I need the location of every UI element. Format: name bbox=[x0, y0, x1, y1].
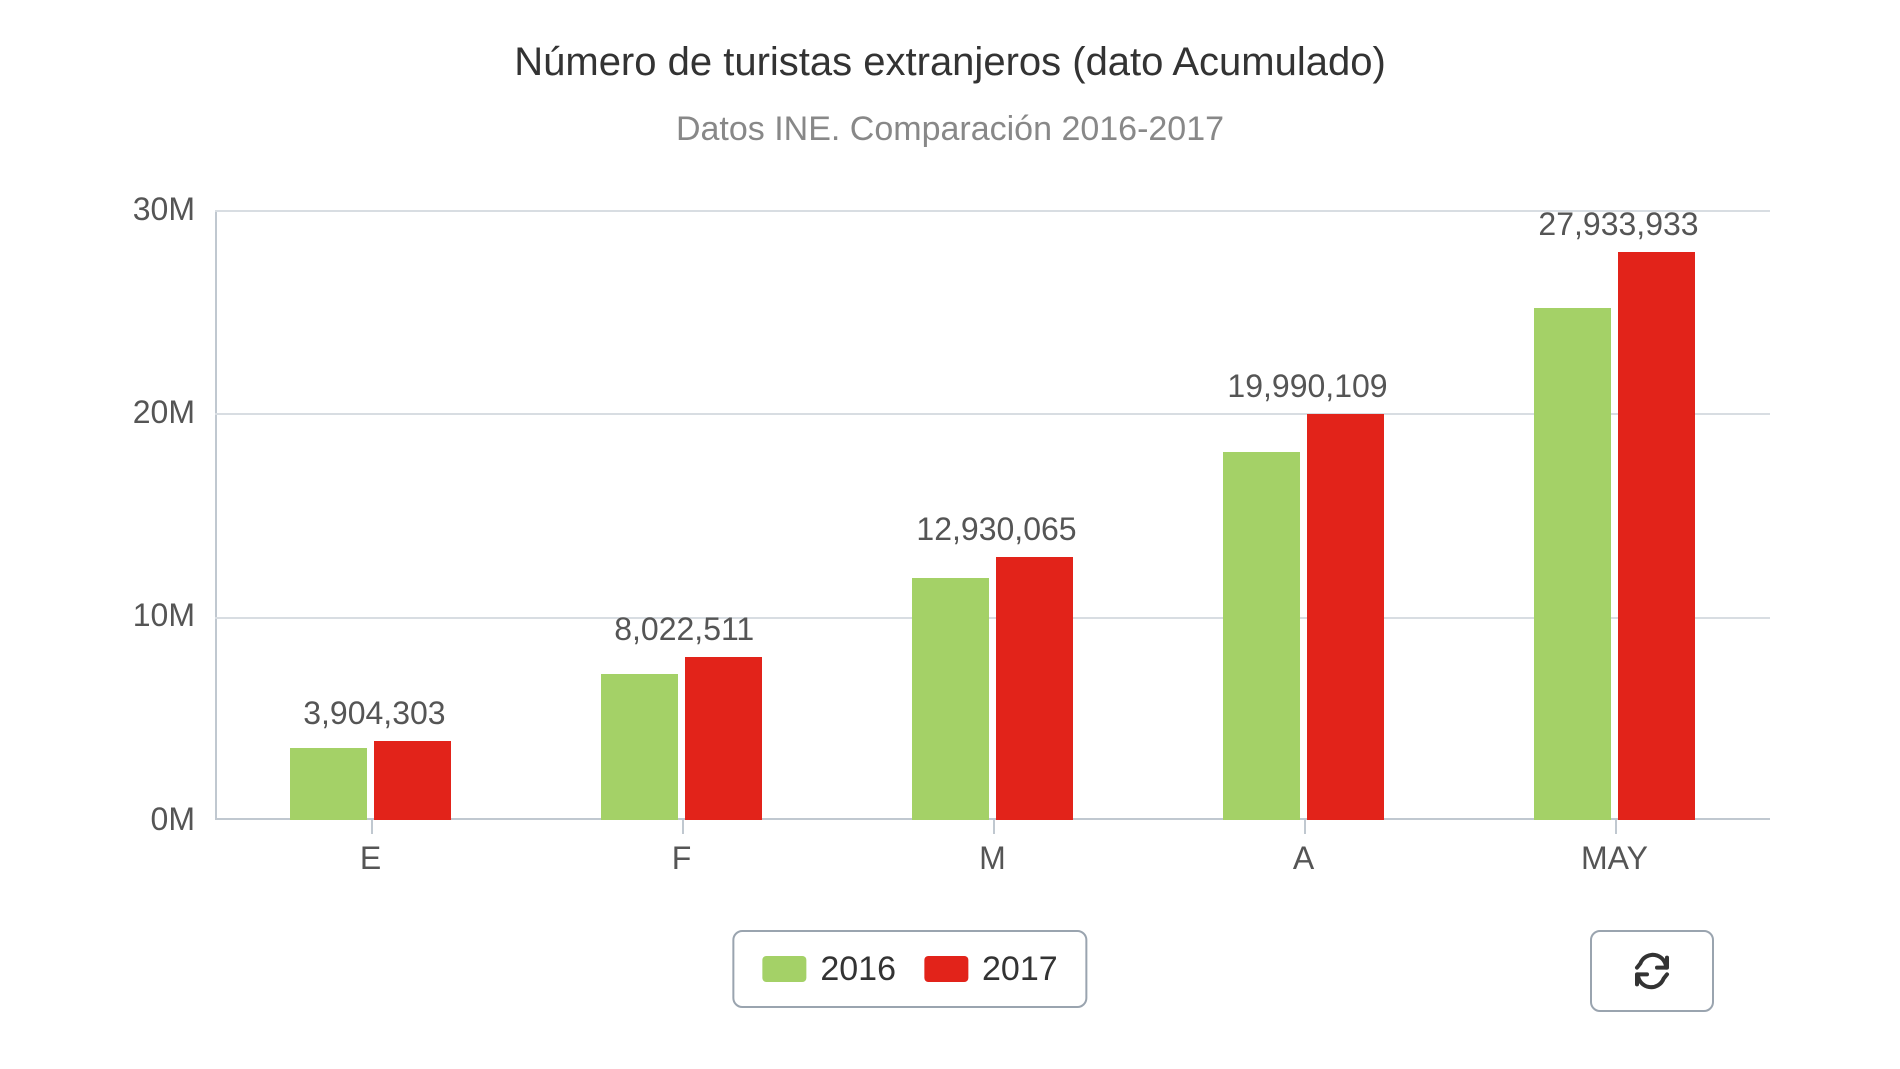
bar-2017-MAY[interactable] bbox=[1618, 252, 1696, 820]
plot-area: 0M10M20M30ME3,904,303F8,022,511M12,930,0… bbox=[215, 210, 1770, 820]
y-tick-label: 20M bbox=[10, 394, 195, 431]
bar-2017-A[interactable] bbox=[1307, 414, 1385, 820]
bar-2017-M[interactable] bbox=[996, 557, 1074, 820]
chart-title: Número de turistas extranjeros (dato Acu… bbox=[0, 40, 1900, 85]
x-tick-label: E bbox=[215, 840, 526, 877]
y-tick-label: 0M bbox=[10, 801, 195, 838]
data-label-MAY: 27,933,933 bbox=[1538, 206, 1698, 243]
legend-label-2017: 2017 bbox=[982, 950, 1058, 989]
bar-2017-F[interactable] bbox=[685, 657, 763, 820]
bar-2016-F[interactable] bbox=[601, 674, 679, 820]
data-label-E: 3,904,303 bbox=[303, 695, 445, 732]
chart-subtitle: Datos INE. Comparación 2016-2017 bbox=[0, 110, 1900, 149]
data-label-A: 19,990,109 bbox=[1227, 368, 1387, 405]
x-tick-label: A bbox=[1148, 840, 1459, 877]
refresh-button[interactable] bbox=[1590, 930, 1714, 1012]
x-tick-label: M bbox=[837, 840, 1148, 877]
bar-2016-MAY[interactable] bbox=[1534, 308, 1612, 820]
y-tick-label: 30M bbox=[10, 191, 195, 228]
legend-item-2016[interactable]: 2016 bbox=[762, 950, 896, 989]
x-tick-mark bbox=[682, 820, 684, 834]
legend-label-2016: 2016 bbox=[820, 950, 896, 989]
bar-2016-M[interactable] bbox=[912, 578, 990, 820]
data-label-M: 12,930,065 bbox=[916, 511, 1076, 548]
y-gridline bbox=[215, 210, 1770, 212]
x-tick-label: MAY bbox=[1459, 840, 1770, 877]
x-tick-mark bbox=[993, 820, 995, 834]
legend-item-2017[interactable]: 2017 bbox=[924, 950, 1058, 989]
x-tick-mark bbox=[1615, 820, 1617, 834]
y-tick-label: 10M bbox=[10, 597, 195, 634]
x-tick-mark bbox=[371, 820, 373, 834]
data-label-F: 8,022,511 bbox=[614, 611, 754, 648]
bar-2016-E[interactable] bbox=[290, 748, 368, 820]
legend-swatch-2016 bbox=[762, 956, 806, 982]
legend-swatch-2017 bbox=[924, 956, 968, 982]
bar-2016-A[interactable] bbox=[1223, 452, 1301, 820]
bar-2017-E[interactable] bbox=[374, 741, 452, 820]
chart-container: Número de turistas extranjeros (dato Acu… bbox=[0, 0, 1900, 1069]
x-tick-mark bbox=[1304, 820, 1306, 834]
x-tick-label: F bbox=[526, 840, 837, 877]
legend: 2016 2017 bbox=[732, 930, 1087, 1008]
refresh-icon bbox=[1632, 951, 1672, 991]
